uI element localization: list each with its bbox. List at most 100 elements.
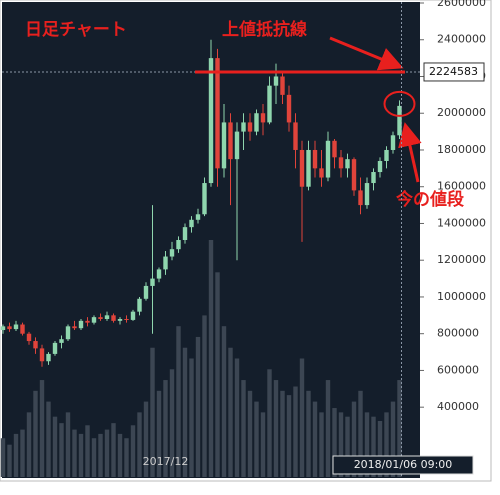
candle-body — [130, 311, 136, 320]
candle-body — [202, 183, 207, 215]
candle-body — [351, 159, 357, 191]
volume-bar — [98, 433, 103, 477]
volume-bar — [273, 380, 279, 477]
volume-bar — [46, 401, 51, 477]
candle-body — [319, 168, 324, 178]
volume-bar — [351, 401, 357, 477]
volume-bar — [338, 412, 344, 477]
volume-bar — [312, 401, 318, 477]
candle-body — [234, 131, 240, 160]
candle-body — [13, 324, 19, 330]
candle-body — [85, 320, 90, 323]
candle-body — [325, 140, 331, 178]
volume-bar — [254, 401, 259, 477]
volume-bar — [169, 369, 175, 477]
volume-bar — [241, 380, 246, 477]
candle-body — [182, 227, 188, 240]
candle-body — [397, 105, 402, 136]
candle-body — [124, 319, 129, 320]
candle-body — [254, 113, 259, 132]
candle-body — [377, 161, 383, 173]
candle-body — [273, 76, 279, 86]
candle-body — [98, 317, 103, 319]
candle-body — [286, 94, 292, 123]
candle-body — [384, 149, 389, 161]
candle-body — [78, 320, 84, 329]
volume-bar — [371, 416, 376, 477]
current-circle — [383, 90, 416, 117]
volume-bar — [0, 438, 6, 477]
y-tick-label: 400000 — [437, 400, 479, 413]
volume-bar — [65, 412, 71, 477]
candle-body — [208, 58, 214, 184]
volume-bar — [319, 412, 324, 477]
candle-body — [241, 122, 246, 132]
crosshair-time-box — [332, 455, 474, 475]
x-tick-label: 2017/12 — [143, 455, 189, 468]
candle-body — [0, 326, 6, 331]
volume-bar — [364, 412, 370, 477]
candle-body — [46, 353, 51, 362]
y-tick-label: 800000 — [437, 327, 479, 340]
candle-body — [228, 122, 233, 160]
volume-bar — [85, 425, 90, 477]
current-label: 今の値段 — [396, 189, 464, 210]
volume-bar — [306, 390, 311, 477]
candle-body — [169, 249, 175, 257]
volume-bar — [299, 358, 305, 477]
candle-body — [390, 135, 396, 150]
volume-bar — [91, 438, 97, 477]
y-tick-label: 1000000 — [437, 290, 486, 303]
volume-bar — [78, 433, 84, 477]
candle-body — [156, 269, 162, 279]
volume-bar — [26, 412, 32, 477]
volume-bar — [33, 390, 38, 477]
y-tick-label: 1200000 — [437, 253, 486, 266]
volume-bar — [117, 433, 123, 477]
arrow — [329, 36, 404, 71]
candle-body — [345, 159, 350, 169]
candle-body — [189, 219, 194, 228]
y-tick-label: 2600000 — [437, 0, 486, 9]
candle-body — [65, 326, 71, 340]
volume-bar — [358, 390, 363, 477]
volume-bar — [137, 412, 142, 477]
volume-bar — [221, 326, 227, 477]
crosshair-price-box — [423, 62, 485, 82]
volume-bar — [111, 423, 116, 477]
candle-body — [143, 285, 149, 299]
volume-bar — [215, 272, 220, 477]
candle-body — [371, 172, 376, 184]
candle-body — [293, 122, 298, 150]
crosshair-price: 2224583 — [429, 65, 478, 78]
candle-body — [111, 315, 116, 321]
volume-bar — [156, 390, 162, 477]
volume-bar — [59, 423, 64, 477]
candle-body — [137, 298, 142, 312]
volume-bar — [104, 429, 110, 477]
candle-body — [20, 324, 25, 334]
volume-bar — [260, 412, 266, 477]
volume-bar — [345, 416, 350, 477]
volume-bar — [202, 315, 207, 477]
candle-body — [260, 113, 266, 123]
volume-bar — [267, 369, 272, 477]
volume-bar — [228, 347, 233, 477]
candle-body — [338, 157, 344, 169]
volume-bar — [390, 401, 396, 477]
volume-bar — [208, 240, 214, 477]
plot — [0, 39, 402, 477]
y-tick-label: 600000 — [437, 363, 479, 376]
candle-body — [150, 278, 155, 286]
volume-bar — [150, 347, 155, 477]
volume-bar — [286, 395, 292, 477]
resistance-label: 上値抵抗線 — [222, 19, 307, 40]
volume-bar — [7, 444, 12, 477]
y-tick-label: 1800000 — [437, 143, 486, 156]
volume-bar — [39, 380, 45, 477]
volume-bar — [195, 336, 201, 477]
volume-bar — [325, 380, 331, 477]
volume-bar — [397, 380, 402, 477]
